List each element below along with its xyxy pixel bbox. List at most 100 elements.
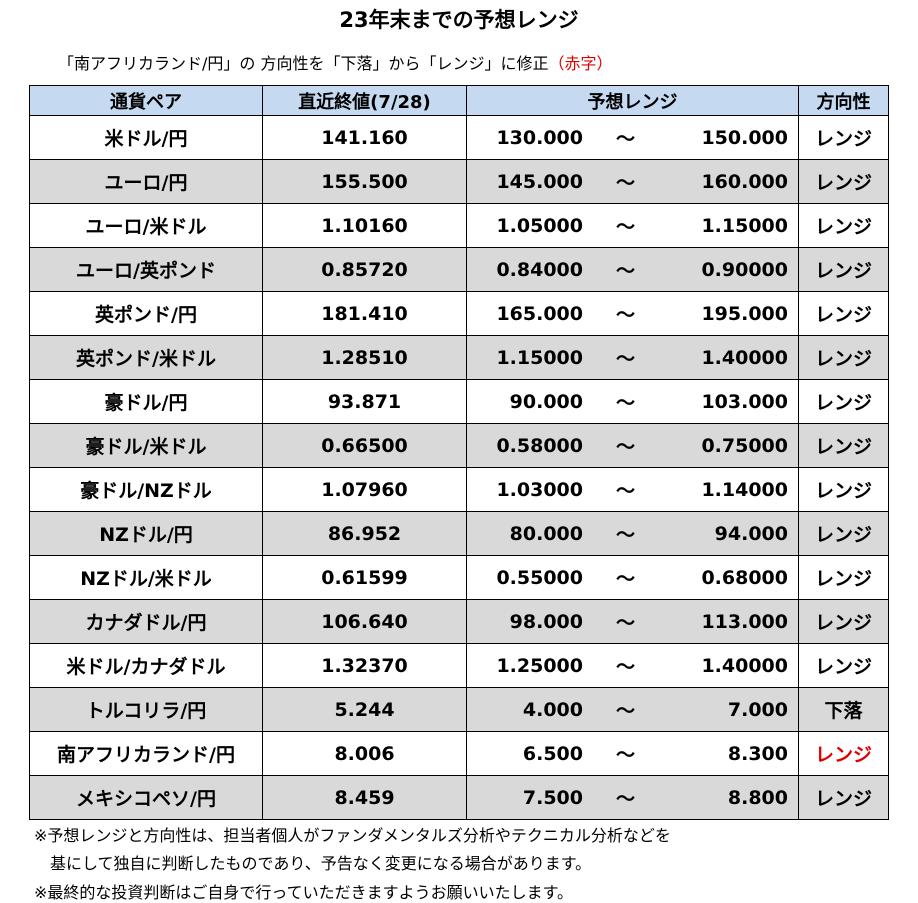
range-tilde: ～ [615,612,635,634]
close-cell: 1.28510 [262,335,467,380]
range-low: 80.000 [509,522,583,545]
table-row: NZドル/円 86.952 80.000 ～ 94.000 レンジ [29,511,889,556]
close-cell: 0.66500 [262,423,467,468]
direction-cell: レンジ [798,291,889,336]
footnote-1: ※予想レンジと方向性は、担当者個人がファンダメンタルズ分析やテクニカル分析などを [34,826,671,845]
pair-cell: 米ドル/円 [29,115,263,160]
direction-cell: レンジ [798,115,889,160]
close-cell: 8.459 [262,775,467,820]
direction-cell: レンジ [798,467,889,512]
range-cell: 7.500 ～ 8.800 [466,775,799,820]
close-cell: 1.10160 [262,203,467,248]
direction-cell: レンジ [798,775,889,820]
range-low: 90.000 [509,390,583,413]
table-row: 米ドル/円 141.160 130.000 ～ 150.000 レンジ [29,115,889,160]
range-low: 165.000 [496,302,583,325]
pair-cell: 英ポンド/円 [29,291,263,336]
close-cell: 106.640 [262,599,467,644]
close-cell: 86.952 [262,511,467,556]
table-row: 英ポンド/円 181.410 165.000 ～ 195.000 レンジ [29,291,889,336]
close-cell: 8.006 [262,731,467,776]
range-high: 0.75000 [701,434,788,457]
forecast-table: 通貨ペア 直近終値(7/28) 予想レンジ 方向性 米ドル/円 141.160 13… [29,85,889,820]
range-low: 1.15000 [496,346,583,369]
range-cell: 1.05000 ～ 1.15000 [466,203,799,248]
table-header-row: 通貨ペア 直近終値(7/28) 予想レンジ 方向性 [29,85,889,116]
revision-note-text: 「南アフリカランド/円」の 方向性を「下落」から「レンジ」に修正 [58,54,549,73]
table-row: ユーロ/英ポンド 0.85720 0.84000 ～ 0.90000 レンジ [29,247,889,292]
range-cell: 90.000 ～ 103.000 [466,379,799,424]
pair-cell: NZドル/円 [29,511,263,556]
range-high: 195.000 [701,302,788,325]
close-cell: 181.410 [262,291,467,336]
page-title: 23年末までの予想レンジ [339,8,579,32]
header-range: 予想レンジ [466,85,799,116]
table-row: 豪ドル/円 93.871 90.000 ～ 103.000 レンジ [29,379,889,424]
pair-cell: カナダドル/円 [29,599,263,644]
range-high: 0.90000 [701,258,788,281]
range-tilde: ～ [615,392,635,414]
direction-cell: レンジ [798,247,889,292]
pair-cell: 豪ドル/円 [29,379,263,424]
close-cell: 0.61599 [262,555,467,600]
header-pair: 通貨ペア [29,85,263,116]
table-row: 豪ドル/米ドル 0.66500 0.58000 ～ 0.75000 レンジ [29,423,889,468]
range-tilde: ～ [615,260,635,282]
range-low: 0.84000 [496,258,583,281]
range-cell: 1.25000 ～ 1.40000 [466,643,799,688]
range-high: 0.68000 [701,566,788,589]
range-tilde: ～ [615,172,635,194]
range-cell: 0.55000 ～ 0.68000 [466,555,799,600]
range-cell: 165.000 ～ 195.000 [466,291,799,336]
direction-cell: 下落 [798,687,889,732]
range-tilde: ～ [615,304,635,326]
close-cell: 93.871 [262,379,467,424]
pair-cell: ユーロ/円 [29,159,263,204]
direction-cell: レンジ [798,599,889,644]
range-cell: 1.15000 ～ 1.40000 [466,335,799,380]
header-direction: 方向性 [798,85,889,116]
range-tilde: ～ [615,480,635,502]
range-cell: 6.500 ～ 8.300 [466,731,799,776]
range-tilde: ～ [615,568,635,590]
range-low: 4.000 [522,698,583,721]
range-cell: 98.000 ～ 113.000 [466,599,799,644]
range-high: 160.000 [701,170,788,193]
table-row: 英ポンド/米ドル 1.28510 1.15000 ～ 1.40000 レンジ [29,335,889,380]
range-high: 94.000 [714,522,788,545]
range-high: 8.300 [727,742,788,765]
close-cell: 5.244 [262,687,467,732]
range-cell: 4.000 ～ 7.000 [466,687,799,732]
table-row: ユーロ/円 155.500 145.000 ～ 160.000 レンジ [29,159,889,204]
table-row: カナダドル/円 106.640 98.000 ～ 113.000 レンジ [29,599,889,644]
direction-cell: レンジ [798,159,889,204]
pair-cell: 豪ドル/NZドル [29,467,263,512]
range-high: 1.40000 [701,654,788,677]
range-high: 150.000 [701,126,788,149]
range-low: 145.000 [496,170,583,193]
range-low: 7.500 [522,786,583,809]
range-cell: 130.000 ～ 150.000 [466,115,799,160]
direction-cell: レンジ [798,203,889,248]
range-low: 6.500 [522,742,583,765]
table-row: トルコリラ/円 5.244 4.000 ～ 7.000 下落 [29,687,889,732]
range-low: 130.000 [496,126,583,149]
revision-note-red: （赤字） [548,54,613,73]
table-row: ユーロ/米ドル 1.10160 1.05000 ～ 1.15000 レンジ [29,203,889,248]
range-cell: 0.84000 ～ 0.90000 [466,247,799,292]
pair-cell: メキシコペソ/円 [29,775,263,820]
range-high: 1.40000 [701,346,788,369]
table-body: 米ドル/円 141.160 130.000 ～ 150.000 レンジ ユーロ/円 155.5… [29,115,889,820]
range-tilde: ～ [615,348,635,370]
pair-cell: ユーロ/英ポンド [29,247,263,292]
range-tilde: ～ [615,216,635,238]
range-low: 0.58000 [496,434,583,457]
direction-cell: レンジ [798,423,889,468]
direction-cell: レンジ [798,379,889,424]
direction-cell: レンジ [798,643,889,688]
direction-cell: レンジ [798,335,889,380]
pair-cell: 南アフリカランド/円 [29,731,263,776]
range-high: 7.000 [727,698,788,721]
range-high: 113.000 [701,610,788,633]
table-row: 豪ドル/NZドル 1.07960 1.03000 ～ 1.14000 レンジ [29,467,889,512]
